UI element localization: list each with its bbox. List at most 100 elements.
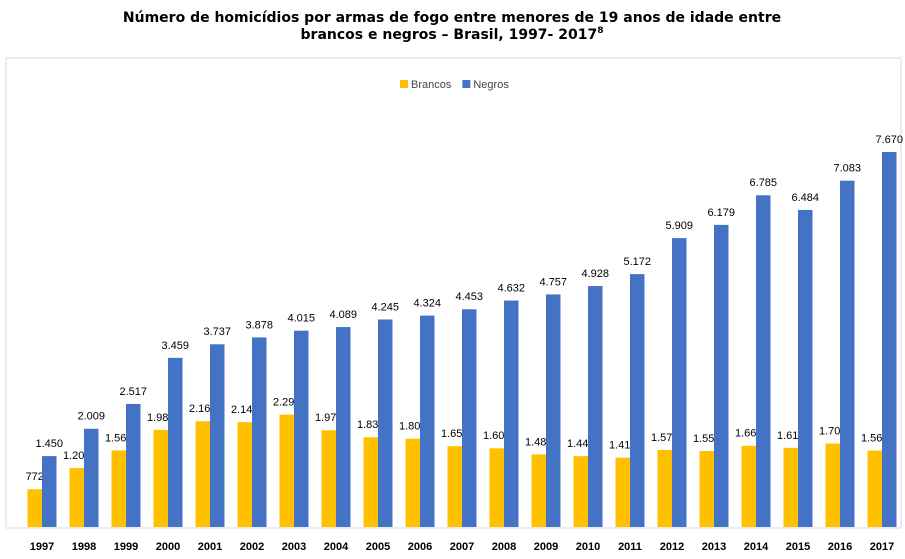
data-label: 1.450	[35, 438, 63, 450]
bar	[111, 450, 126, 527]
data-label: 1.554	[693, 433, 721, 445]
x-tick-label: 2014	[744, 541, 769, 553]
x-tick-label: 2012	[660, 541, 684, 553]
data-label: 7.083	[833, 163, 861, 175]
legend-swatch	[400, 80, 408, 88]
data-label: 4.757	[539, 276, 567, 288]
bar	[168, 357, 183, 527]
bar	[321, 430, 336, 527]
x-tick-label: 2013	[702, 541, 726, 553]
bar	[237, 422, 252, 527]
bar	[69, 468, 84, 527]
data-label: 1.417	[609, 440, 637, 452]
data-label: 4.632	[497, 282, 525, 294]
x-tick-label: 2005	[366, 541, 390, 553]
bar	[294, 330, 309, 527]
bar	[210, 344, 225, 527]
bar	[462, 309, 477, 527]
bar	[798, 209, 813, 527]
data-label: 1.708	[819, 425, 847, 437]
x-tick-label: 2001	[198, 541, 222, 553]
bar	[573, 456, 588, 527]
data-label: 1.987	[147, 412, 175, 424]
data-label: 2.145	[231, 404, 259, 416]
data-label: 1.835	[357, 419, 385, 431]
x-tick-label: 2004	[324, 541, 349, 553]
data-label: 4.928	[581, 268, 609, 280]
footnote-marker: 8	[597, 26, 603, 36]
chart-title: brancos e negros – Brasil, 1997- 20178	[301, 26, 604, 44]
data-label: 2.164	[189, 403, 217, 415]
bar	[42, 456, 57, 527]
bar	[153, 429, 168, 527]
bar	[252, 337, 267, 527]
data-label: 1.566	[105, 432, 133, 444]
data-label: 5.909	[665, 220, 693, 232]
data-label: 5.172	[623, 256, 651, 268]
data-label: 4.245	[371, 301, 399, 313]
x-tick-label: 2016	[828, 541, 852, 553]
bar	[867, 450, 882, 527]
bar	[84, 428, 99, 527]
bar	[714, 224, 729, 528]
bar	[630, 274, 645, 527]
chart-title-line: brancos e negros – Brasil, 1997- 2017	[301, 27, 598, 43]
data-label: 3.737	[203, 326, 231, 338]
bar	[672, 238, 687, 527]
bar	[882, 152, 897, 527]
x-tick-label: 2010	[576, 541, 600, 553]
bar	[588, 286, 603, 527]
bar	[363, 437, 378, 527]
x-tick-label: 1997	[30, 541, 54, 553]
x-tick-label: 2011	[618, 541, 642, 553]
x-tick-label: 2007	[450, 541, 474, 553]
x-tick-label: 2015	[786, 541, 810, 553]
x-tick-label: 2009	[534, 541, 558, 553]
data-label: 1.205	[63, 450, 91, 462]
bar	[195, 421, 210, 527]
data-label: 772	[26, 471, 44, 483]
x-tick-label: 1999	[114, 541, 138, 553]
data-label: 4.324	[413, 297, 441, 309]
data-label: 2.298	[273, 397, 301, 409]
data-label: 6.484	[791, 192, 819, 204]
x-tick-label: 1998	[72, 541, 96, 553]
data-label: 4.015	[287, 313, 315, 325]
chart-title: Número de homicídios por armas de fogo e…	[123, 10, 781, 26]
bar	[336, 327, 351, 527]
data-label: 1.653	[441, 428, 469, 440]
data-label: 1.619	[777, 430, 805, 442]
bar	[825, 443, 840, 527]
x-tick-label: 2002	[240, 541, 264, 553]
bar	[783, 447, 798, 527]
legend-label: Negros	[473, 79, 509, 91]
bar	[447, 446, 462, 527]
data-label: 1.979	[315, 412, 343, 424]
x-tick-label: 2017	[870, 541, 894, 553]
data-label: 1.577	[651, 432, 679, 444]
data-label: 1.806	[399, 421, 427, 433]
x-tick-label: 2000	[156, 541, 180, 553]
bar	[378, 319, 393, 527]
data-label: 1.661	[735, 428, 763, 440]
x-tick-label: 2003	[282, 541, 306, 553]
data-label: 1.609	[483, 430, 511, 442]
data-label: 2.517	[119, 386, 147, 398]
data-label: 3.459	[161, 340, 189, 352]
bar	[504, 300, 519, 527]
data-label: 1.486	[525, 436, 553, 448]
bar	[489, 448, 504, 527]
data-label: 6.785	[749, 177, 777, 189]
data-label: 3.878	[245, 319, 273, 331]
legend-label: Brancos	[411, 79, 452, 91]
bar	[546, 294, 561, 527]
x-tick-label: 2008	[492, 541, 516, 553]
chart-frame	[5, 57, 902, 529]
data-label: 4.453	[455, 291, 483, 303]
data-label: 6.179	[707, 207, 735, 219]
data-label: 2.009	[77, 411, 105, 423]
bar	[756, 195, 771, 527]
bar	[840, 180, 855, 528]
x-tick-label: 2006	[408, 541, 432, 553]
